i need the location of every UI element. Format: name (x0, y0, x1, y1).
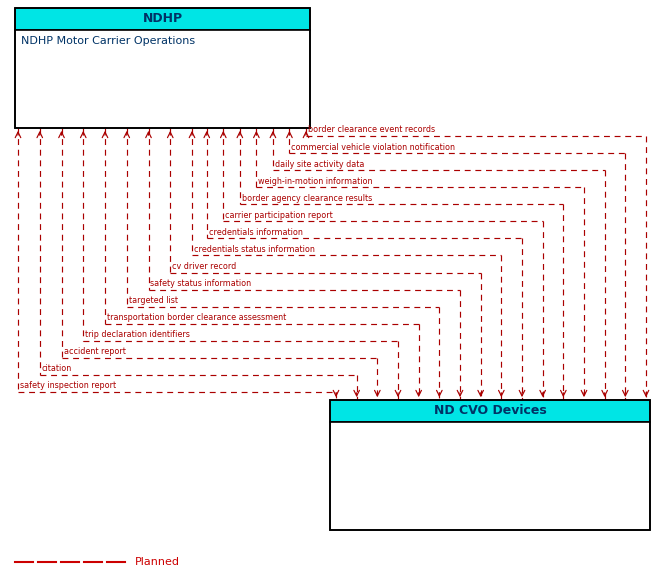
Bar (330, 400, 650, 530)
Text: citation: citation (42, 364, 72, 373)
Text: NDHP: NDHP (143, 12, 182, 26)
Text: ND CVO Devices: ND CVO Devices (434, 404, 546, 417)
Bar (15, 8, 310, 30)
Bar (15, 8, 310, 128)
Text: safety status information: safety status information (151, 279, 252, 288)
Text: commercial vehicle violation notification: commercial vehicle violation notificatio… (292, 142, 455, 152)
Text: targeted list: targeted list (129, 296, 178, 305)
Text: credentials information: credentials information (209, 228, 302, 237)
Text: safety inspection report: safety inspection report (20, 381, 116, 390)
Text: daily site activity data: daily site activity data (275, 159, 364, 169)
Bar (15, 30, 310, 128)
Text: carrier participation report: carrier participation report (225, 211, 333, 220)
Text: NDHP Motor Carrier Operations: NDHP Motor Carrier Operations (21, 36, 195, 46)
Text: border clearance event records: border clearance event records (308, 125, 435, 135)
Bar (330, 422, 650, 530)
Text: border agency clearance results: border agency clearance results (242, 194, 372, 203)
Text: trip declaration identifiers: trip declaration identifiers (86, 331, 190, 339)
Text: Planned: Planned (135, 557, 180, 567)
Text: cv driver record: cv driver record (172, 262, 237, 271)
Text: credentials status information: credentials status information (194, 245, 315, 254)
Text: transportation border clearance assessment: transportation border clearance assessme… (107, 314, 286, 322)
Bar (330, 400, 650, 422)
Text: accident report: accident report (64, 347, 125, 356)
Text: weigh-in-motion information: weigh-in-motion information (259, 177, 373, 186)
